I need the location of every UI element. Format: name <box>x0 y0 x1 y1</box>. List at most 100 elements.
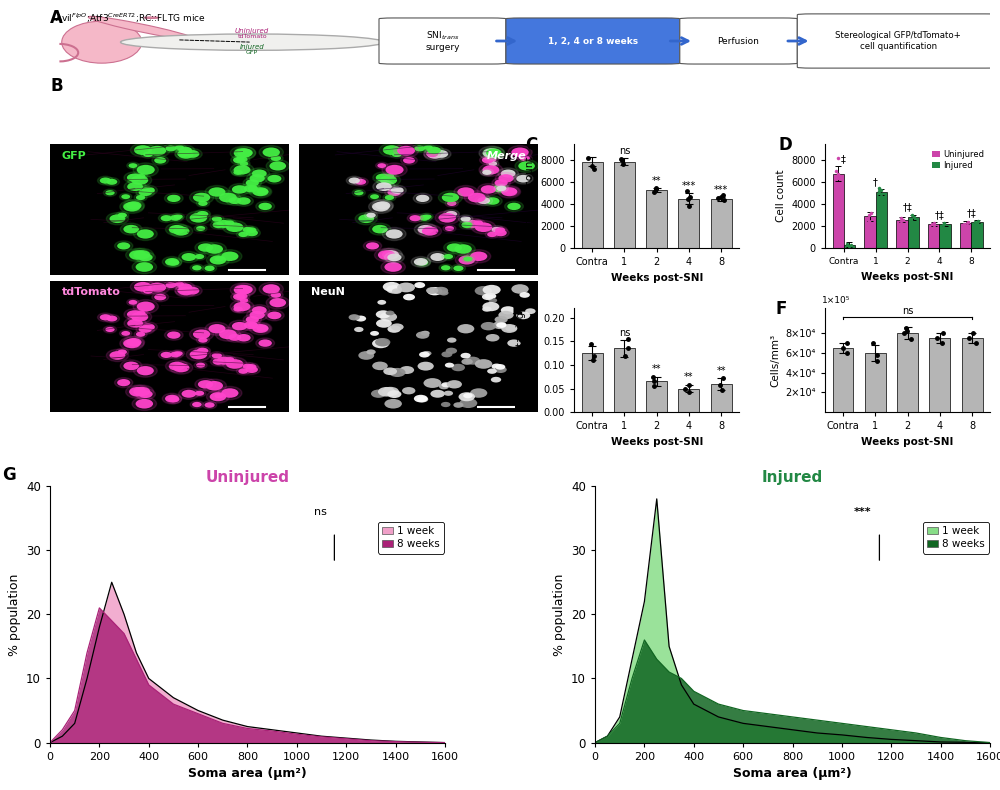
Y-axis label: % population: % population <box>553 573 566 656</box>
Circle shape <box>387 254 401 261</box>
Circle shape <box>485 293 496 299</box>
Circle shape <box>131 175 148 185</box>
Circle shape <box>256 188 268 195</box>
Circle shape <box>168 351 183 359</box>
Circle shape <box>222 357 247 371</box>
Circle shape <box>518 161 535 171</box>
Circle shape <box>233 307 243 312</box>
Circle shape <box>467 250 491 263</box>
Circle shape <box>412 145 427 152</box>
Circle shape <box>505 188 517 195</box>
Circle shape <box>394 144 419 157</box>
Circle shape <box>202 243 226 256</box>
Circle shape <box>268 154 283 162</box>
Circle shape <box>463 257 473 261</box>
Circle shape <box>256 201 275 212</box>
Text: Perfusion: Perfusion <box>718 36 759 46</box>
Circle shape <box>219 329 237 339</box>
Circle shape <box>195 346 211 356</box>
Circle shape <box>129 164 137 168</box>
Circle shape <box>219 193 237 202</box>
Circle shape <box>349 314 360 321</box>
Circle shape <box>197 211 208 217</box>
Circle shape <box>488 298 497 303</box>
Text: 1, 2, 4 or 8 weeks: 1, 2, 4 or 8 weeks <box>548 36 638 46</box>
Circle shape <box>223 220 236 227</box>
Circle shape <box>198 243 213 252</box>
Circle shape <box>505 325 517 332</box>
Circle shape <box>407 214 423 223</box>
Circle shape <box>397 146 415 156</box>
Circle shape <box>192 402 202 407</box>
Circle shape <box>214 393 224 398</box>
Circle shape <box>210 215 224 223</box>
Circle shape <box>230 164 254 176</box>
Circle shape <box>423 214 432 219</box>
Circle shape <box>134 145 152 155</box>
Circle shape <box>384 399 402 408</box>
Circle shape <box>234 147 256 159</box>
Circle shape <box>519 156 530 161</box>
Circle shape <box>382 163 407 177</box>
Circle shape <box>182 149 202 160</box>
Bar <box>908 217 919 248</box>
Circle shape <box>477 198 490 204</box>
Circle shape <box>172 213 184 220</box>
Circle shape <box>124 318 146 329</box>
Circle shape <box>210 255 226 265</box>
Circle shape <box>190 213 206 222</box>
Circle shape <box>463 218 483 230</box>
Circle shape <box>145 144 170 157</box>
Circle shape <box>145 280 170 295</box>
Circle shape <box>121 194 130 199</box>
Circle shape <box>427 150 442 159</box>
Circle shape <box>166 395 182 404</box>
Circle shape <box>190 350 206 359</box>
Circle shape <box>454 186 478 198</box>
Circle shape <box>174 351 183 356</box>
Circle shape <box>245 184 260 192</box>
Text: †: † <box>873 177 878 187</box>
Circle shape <box>507 340 521 347</box>
Circle shape <box>229 183 250 195</box>
Y-axis label: Cell count: Cell count <box>776 170 786 222</box>
Circle shape <box>165 258 179 265</box>
Circle shape <box>391 186 404 194</box>
Circle shape <box>495 316 508 323</box>
Circle shape <box>167 332 180 339</box>
Circle shape <box>128 310 152 323</box>
Circle shape <box>190 264 204 272</box>
Circle shape <box>421 331 430 336</box>
Circle shape <box>196 226 205 231</box>
Circle shape <box>206 244 223 254</box>
Circle shape <box>455 254 478 266</box>
Circle shape <box>128 174 152 186</box>
Circle shape <box>119 330 132 337</box>
Circle shape <box>223 356 236 363</box>
Circle shape <box>417 397 428 402</box>
Circle shape <box>178 150 193 159</box>
Circle shape <box>346 176 362 185</box>
Circle shape <box>234 284 256 295</box>
Circle shape <box>383 194 396 201</box>
Bar <box>844 245 855 248</box>
Circle shape <box>370 194 379 199</box>
Circle shape <box>379 248 402 261</box>
Circle shape <box>496 186 506 191</box>
Circle shape <box>493 226 507 234</box>
Circle shape <box>252 324 269 333</box>
Circle shape <box>243 365 260 374</box>
Circle shape <box>263 148 280 157</box>
Circle shape <box>214 257 224 261</box>
Circle shape <box>212 353 222 359</box>
Circle shape <box>372 339 389 348</box>
Circle shape <box>130 280 155 294</box>
Circle shape <box>508 145 532 159</box>
Circle shape <box>132 260 157 274</box>
Circle shape <box>148 283 166 292</box>
Circle shape <box>426 150 438 157</box>
Circle shape <box>115 378 133 388</box>
Circle shape <box>165 282 176 288</box>
Circle shape <box>470 389 487 398</box>
Circle shape <box>152 292 169 302</box>
